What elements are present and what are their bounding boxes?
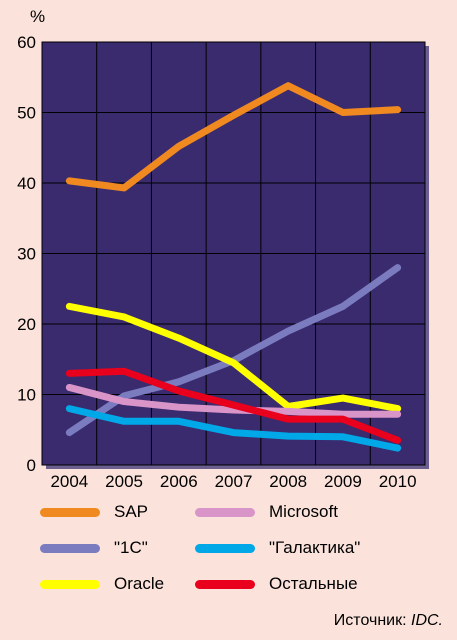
x-tick-label: 2010 <box>379 472 417 491</box>
legend-label: SAP <box>114 502 149 521</box>
x-tick-label: 2005 <box>105 472 143 491</box>
plot-frame <box>41 41 426 466</box>
legend-swatch <box>195 543 255 553</box>
source-label: Источник: <box>333 612 407 629</box>
legend-swatch <box>40 543 100 553</box>
legend-label: "Галактика" <box>269 538 361 557</box>
legend-label: Oracle <box>114 574 165 593</box>
y-tick-label: 0 <box>27 456 36 475</box>
legend-item: "1С" <box>40 536 195 560</box>
series-line <box>65 383 402 418</box>
y-axis-ticks: 0 10 20 30 40 50 60 <box>17 33 36 475</box>
source-note: Источник: IDC. <box>334 612 443 630</box>
legend-item: SAP <box>40 500 195 524</box>
y-tick-label: 20 <box>17 315 36 334</box>
chart-legend: SAP Microsoft "1С" "Галактика" Oracle Остальн… <box>40 500 440 596</box>
x-tick-label: 2008 <box>269 472 307 491</box>
y-tick-label: 50 <box>17 104 36 123</box>
x-tick-label: 2004 <box>50 472 88 491</box>
x-tick-label: 2006 <box>160 472 198 491</box>
y-tick-label: 10 <box>17 386 36 405</box>
series-line <box>65 302 402 413</box>
source-value: IDC. <box>411 612 443 629</box>
y-tick-label: 60 <box>17 33 36 52</box>
y-tick-label: 30 <box>17 245 36 264</box>
legend-swatch <box>195 507 255 517</box>
legend-swatch <box>40 507 100 517</box>
legend-item: Microsoft <box>195 500 395 524</box>
series-layer <box>65 82 402 452</box>
legend-label: Остальные <box>269 574 358 593</box>
legend-label: Microsoft <box>269 502 338 521</box>
y-tick-label: 40 <box>17 174 36 193</box>
legend-swatch <box>195 579 255 589</box>
series-line <box>65 405 402 452</box>
legend-item: Остальные <box>195 572 395 596</box>
y-axis-unit: % <box>30 7 45 26</box>
legend-item: Oracle <box>40 572 195 596</box>
legend-item: "Галактика" <box>195 536 395 560</box>
series-line <box>65 82 402 192</box>
x-axis-ticks: 2004 2005 2006 2007 2008 2009 2010 <box>50 472 416 491</box>
x-tick-label: 2007 <box>215 472 253 491</box>
series-line <box>65 367 402 444</box>
legend-swatch <box>40 579 100 589</box>
x-tick-label: 2009 <box>324 472 362 491</box>
legend-label: "1С" <box>114 538 148 557</box>
